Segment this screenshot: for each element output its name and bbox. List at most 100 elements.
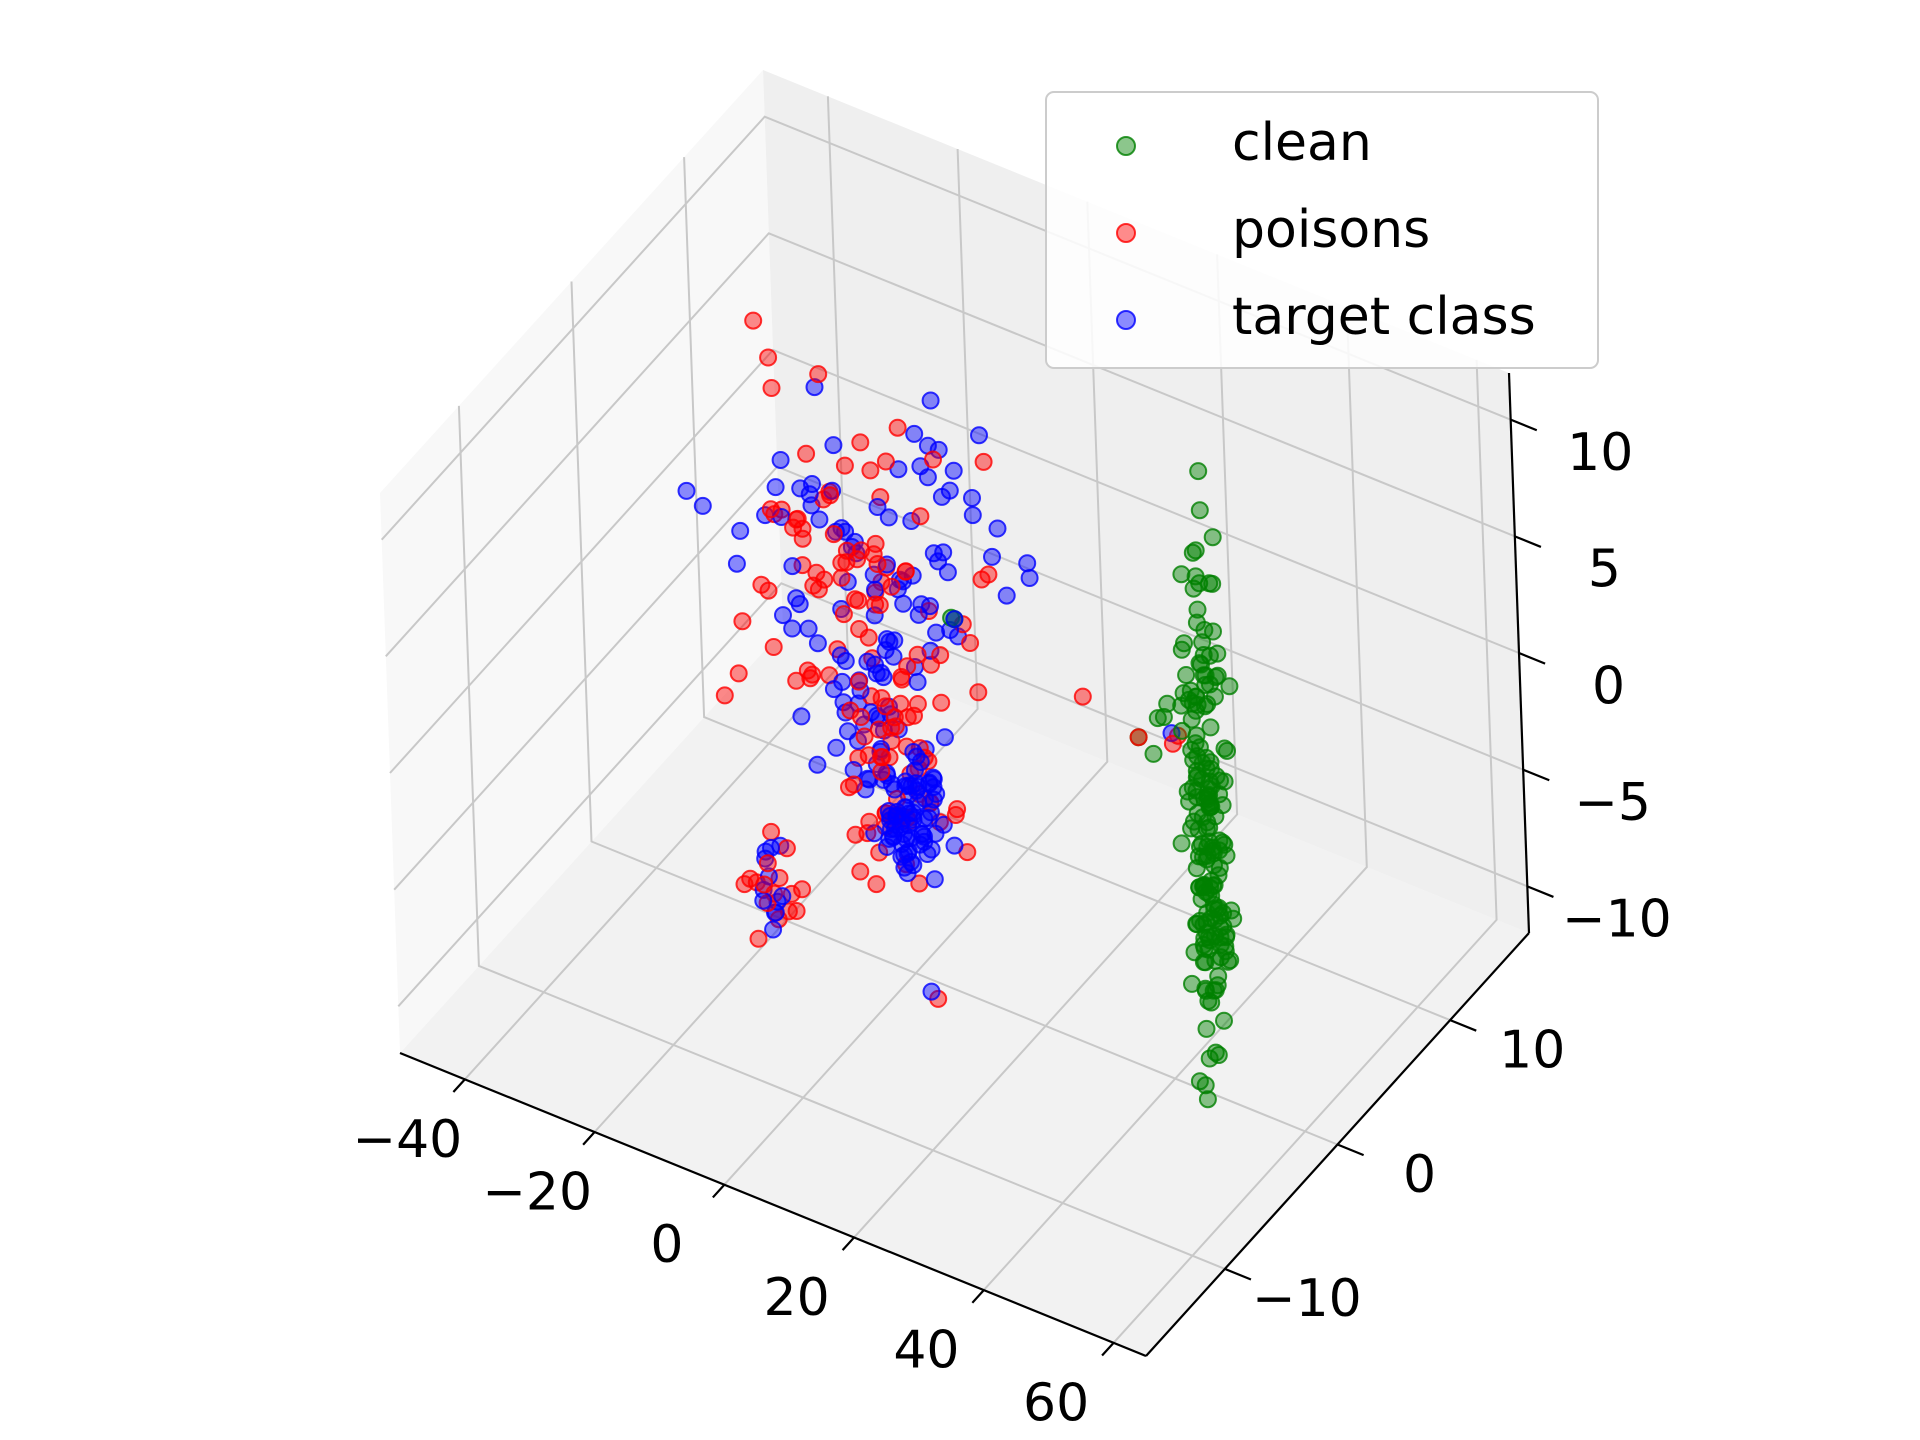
- grid-line-z: [385, 232, 1516, 657]
- data-point: [929, 440, 948, 459]
- data-point: [1144, 744, 1163, 763]
- data-point: [848, 550, 867, 569]
- data-point: [902, 512, 921, 530]
- data-point: [963, 489, 981, 507]
- data-point: [972, 570, 991, 589]
- data-point: [1188, 600, 1207, 619]
- data-point: [878, 837, 897, 856]
- data-point: [888, 418, 907, 437]
- data-point: [1177, 666, 1196, 684]
- data-point: [916, 789, 934, 808]
- data-point: [1187, 914, 1206, 933]
- data-point: [1173, 721, 1192, 740]
- data-point: [799, 619, 818, 638]
- y-tick-mark: [1449, 1019, 1477, 1032]
- grid-line-x: [853, 254, 1239, 1239]
- data-point: [1209, 866, 1228, 885]
- data-point: [892, 847, 911, 866]
- data-point: [808, 755, 827, 774]
- data-point: [918, 468, 937, 487]
- data-point: [911, 507, 930, 526]
- z-tick-label: 0: [1592, 656, 1625, 716]
- data-point: [827, 738, 846, 757]
- tick-marks: [452, 418, 1554, 1357]
- data-point: [895, 798, 914, 817]
- data-point: [894, 594, 913, 613]
- data-point: [932, 487, 951, 506]
- data-point: [876, 452, 895, 471]
- data-point: [846, 590, 865, 609]
- data-point: [1183, 974, 1201, 993]
- data-point: [844, 761, 863, 779]
- data-point: [754, 891, 773, 910]
- data-point: [1187, 768, 1206, 787]
- z-tick-mark: [1514, 535, 1542, 548]
- x-tick-label: 0: [650, 1215, 683, 1275]
- data-point: [869, 720, 888, 739]
- data-point: [841, 701, 860, 720]
- data-point: [1201, 718, 1220, 737]
- data-point: [783, 557, 802, 576]
- data-point: [865, 606, 884, 625]
- data-point: [922, 982, 941, 1001]
- legend-marker: [1116, 223, 1136, 243]
- x-tick-label: 60: [1023, 1373, 1089, 1433]
- x-tick-mark: [452, 1078, 466, 1093]
- data-point: [788, 509, 807, 528]
- data-point: [1183, 778, 1202, 797]
- data-point: [921, 597, 939, 616]
- data-point: [945, 836, 964, 855]
- z-tick-label: 10: [1567, 423, 1633, 483]
- x-tick-mark: [582, 1131, 596, 1146]
- data-point: [1180, 792, 1199, 811]
- data-point: [835, 456, 854, 475]
- data-point: [852, 541, 871, 560]
- data-point: [844, 775, 863, 794]
- data-point: [787, 589, 806, 608]
- data-point: [1215, 1011, 1233, 1030]
- data-point: [851, 862, 870, 881]
- x-tick-mark: [841, 1236, 855, 1251]
- data-point: [1190, 878, 1209, 897]
- data-point: [851, 433, 870, 452]
- data-point: [715, 686, 734, 705]
- data-point: [866, 580, 884, 599]
- data-point: [1197, 1019, 1216, 1038]
- data-point: [729, 664, 748, 683]
- data-point: [824, 436, 843, 455]
- x-axis-line: [399, 1051, 1147, 1358]
- x-tick-mark: [971, 1289, 985, 1304]
- data-point: [1172, 565, 1191, 584]
- data-point: [758, 854, 777, 873]
- data-point: [876, 697, 895, 716]
- data-point: [868, 555, 887, 573]
- data-point: [970, 426, 988, 445]
- data-point: [832, 568, 851, 587]
- z-tick-label: 5: [1588, 540, 1621, 600]
- grid-line-y: [570, 281, 1338, 1146]
- data-point: [1198, 1090, 1217, 1109]
- data-point: [793, 519, 812, 538]
- data-point: [938, 563, 957, 582]
- data-point: [821, 486, 840, 505]
- legend-marker: [1116, 310, 1136, 330]
- data-point: [931, 646, 950, 665]
- data-point: [1158, 694, 1177, 713]
- y-tick-mark: [1224, 1267, 1252, 1281]
- data-point: [1189, 462, 1208, 481]
- data-point: [1186, 567, 1205, 586]
- data-point: [908, 695, 927, 713]
- z-tick-mark: [1510, 418, 1538, 432]
- x-tick-label: 20: [764, 1268, 830, 1328]
- data-point: [1182, 741, 1201, 759]
- data-point: [907, 747, 926, 766]
- z-tick-mark: [1522, 768, 1550, 782]
- data-point: [1148, 709, 1167, 728]
- data-point: [904, 856, 923, 875]
- z-tick-mark: [1518, 651, 1546, 665]
- legend-frame: [1045, 91, 1599, 369]
- data-point: [834, 605, 853, 624]
- data-point: [1195, 929, 1214, 948]
- data-point: [1215, 739, 1234, 758]
